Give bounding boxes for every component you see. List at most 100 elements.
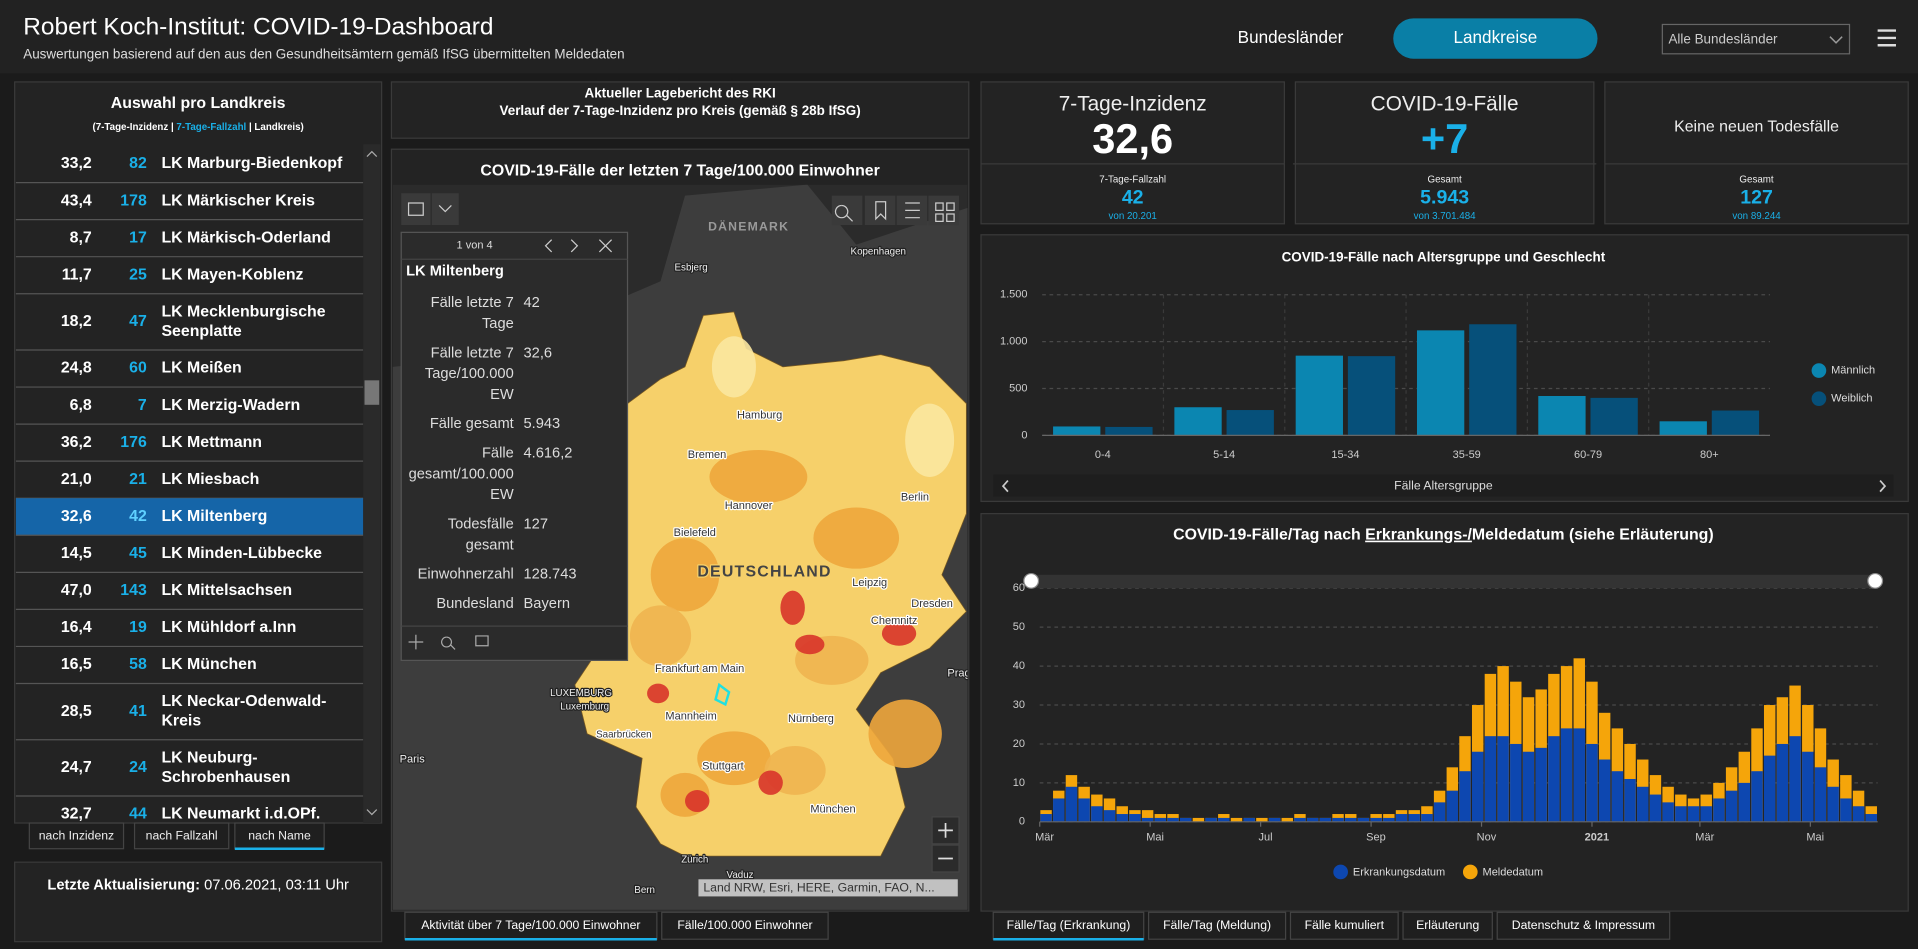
row-incidence: 33,2 (61, 155, 92, 172)
y-tick-label: 500 (1009, 382, 1027, 394)
chart-tab-label[interactable]: Datenschutz & Impressum (1512, 918, 1655, 932)
sort-label[interactable]: nach Inzidenz (39, 829, 114, 843)
bar (1598, 759, 1611, 822)
row-name: LK Meißen (161, 360, 241, 377)
district-area (697, 731, 771, 786)
chart-tab[interactable] (1402, 911, 1493, 940)
district-row[interactable]: 6,8 7 LK Merzig-Wadern (15, 397, 364, 425)
district-row[interactable]: 36,2 176 LK Mettmann (15, 434, 364, 462)
map-tool[interactable] (431, 193, 459, 226)
district-row[interactable]: 16,5 58 LK München (15, 656, 364, 685)
bar (1446, 790, 1459, 822)
sort-button[interactable] (133, 822, 230, 850)
popup-tools[interactable] (408, 634, 489, 650)
district-row[interactable]: 18,2 47 LK Mecklenburgische Seenplatte (15, 303, 364, 351)
sort-button[interactable] (28, 822, 125, 850)
scroll-up[interactable] (366, 150, 378, 157)
y-tick-label: 60 (1013, 582, 1025, 594)
bar (1865, 814, 1877, 822)
bar (1852, 806, 1865, 822)
row-incidence: 6,8 (70, 397, 92, 414)
region-dropdown[interactable] (1661, 23, 1851, 55)
map-place: Bielefeld (674, 527, 716, 539)
bar (1103, 810, 1116, 822)
popup-field-value: 127 (524, 517, 548, 533)
row-incidence: 11,7 (62, 266, 92, 283)
attribution-box (698, 879, 958, 897)
sort-label[interactable]: nach Name (248, 829, 311, 843)
district-row[interactable]: 47,0 143 LK Mittelsachsen (15, 582, 364, 611)
tab-button[interactable] (1393, 18, 1598, 59)
slider-handle[interactable] (1023, 572, 1040, 589)
tab-label[interactable]: Bundesländer (1238, 28, 1344, 47)
row-name: LK Märkisch-Oderland (161, 229, 330, 246)
district-row[interactable]: 24,8 60 LK Meißen (15, 360, 364, 388)
sort-button[interactable] (234, 822, 325, 850)
chart-tab-label[interactable]: Fälle/Tag (Meldung) (1163, 918, 1271, 932)
x-axis-title: Fälle Altersgruppe (1394, 478, 1493, 492)
row-cases: 178 (120, 192, 147, 209)
district-row[interactable]: 32,6 42 LK Miltenberg (15, 498, 364, 536)
chart-tab[interactable] (1496, 911, 1671, 940)
map-tab-label[interactable]: Aktivität über 7 Tage/100.000 Einwohner (421, 918, 640, 932)
y-tick-label: 0 (1021, 429, 1027, 441)
district-row[interactable]: 33,2 82 LK Marburg-Biedenkopf (15, 155, 364, 184)
chart-tab-label[interactable]: Fälle kumuliert (1305, 918, 1385, 932)
y-tick-label: 40 (1013, 660, 1025, 672)
map-place: LUXEMBURG (550, 688, 612, 699)
map-tab-label[interactable]: Fälle/100.000 Einwohner (677, 918, 812, 932)
scroll-down[interactable] (366, 809, 378, 816)
dropdown-label[interactable]: Alle Bundesländer (1668, 31, 1778, 46)
chart-tab-label[interactable]: Erläuterung (1416, 918, 1479, 932)
district-row[interactable]: 32,7 44 LK Neumarkt i.d.OPf. (16, 806, 363, 833)
popup-field-label: EW (490, 487, 514, 503)
bar (1281, 817, 1293, 822)
map-tab[interactable] (661, 911, 829, 940)
district-row[interactable]: 43,4 178 LK Märkischer Kreis (15, 192, 364, 221)
bar (1167, 817, 1179, 822)
district-row[interactable]: 14,5 45 LK Minden-Lübbecke (15, 545, 364, 573)
report-subtitle: Verlauf der 7-Tage-Inzidenz pro Kreis (g… (500, 103, 861, 118)
tool-icon (834, 204, 854, 222)
scrollbar-thumb[interactable] (364, 380, 380, 405)
chart-tab-label[interactable]: Fälle/Tag (Erkrankung) (1007, 918, 1131, 932)
row-incidence: 43,4 (61, 192, 92, 209)
district-row[interactable]: 16,4 19 LK Mühldorf a.Inn (15, 619, 364, 648)
chart-tab[interactable] (1147, 911, 1287, 940)
bar (1294, 817, 1306, 822)
row-incidence: 16,5 (61, 656, 92, 673)
header-tab[interactable]: Bundesländer (1211, 18, 1370, 58)
district-row[interactable]: 11,7 25 LK Mayen-Koblenz (15, 266, 364, 295)
sort-label[interactable]: nach Fallzahl (146, 829, 218, 843)
header-tab[interactable]: Landkreise (1393, 18, 1598, 59)
nav-arrows[interactable] (1001, 480, 1887, 493)
row-name: LK Mühldorf a.Inn (161, 619, 296, 636)
x-tick-label: 15-34 (1331, 449, 1359, 461)
bar (1484, 736, 1497, 822)
district-row[interactable]: 24,7 24 LK Neuburg- Schrobenhausen (15, 749, 364, 797)
row-name: LK Neumarkt i.d.OPf. (161, 806, 320, 823)
popup-field-label: Todesfälle (448, 517, 514, 533)
chart-tab[interactable] (1289, 911, 1399, 940)
x-tick-label: Nov (1477, 832, 1497, 844)
district-row[interactable]: 28,5 41 LK Neckar-Odenwald- Kreis (15, 693, 364, 741)
district-area (795, 634, 825, 655)
popup-field-value: 4.616,2 (524, 446, 573, 462)
bar (1078, 798, 1090, 822)
slider-handle[interactable] (1867, 572, 1884, 589)
map-place: Paris (400, 753, 426, 765)
tab-label[interactable]: Landkreise (1454, 28, 1538, 47)
x-tick-label: Sep (1366, 832, 1386, 844)
map-tool[interactable] (864, 195, 896, 226)
row-name: LK Minden-Lübbecke (161, 545, 322, 562)
chart-nav (993, 474, 1894, 497)
legend-part: (7-Tage-Inzidenz | (92, 122, 176, 133)
district-area (905, 403, 955, 477)
legend-label: Weiblich (1831, 393, 1872, 405)
district-row[interactable]: 8,7 17 LK Märkisch-Oderland (15, 229, 364, 258)
map-tool[interactable] (401, 193, 431, 226)
update-label: Letzte Aktualisierung: (47, 877, 204, 893)
popup-nav[interactable] (544, 239, 613, 253)
bar (1053, 426, 1101, 436)
